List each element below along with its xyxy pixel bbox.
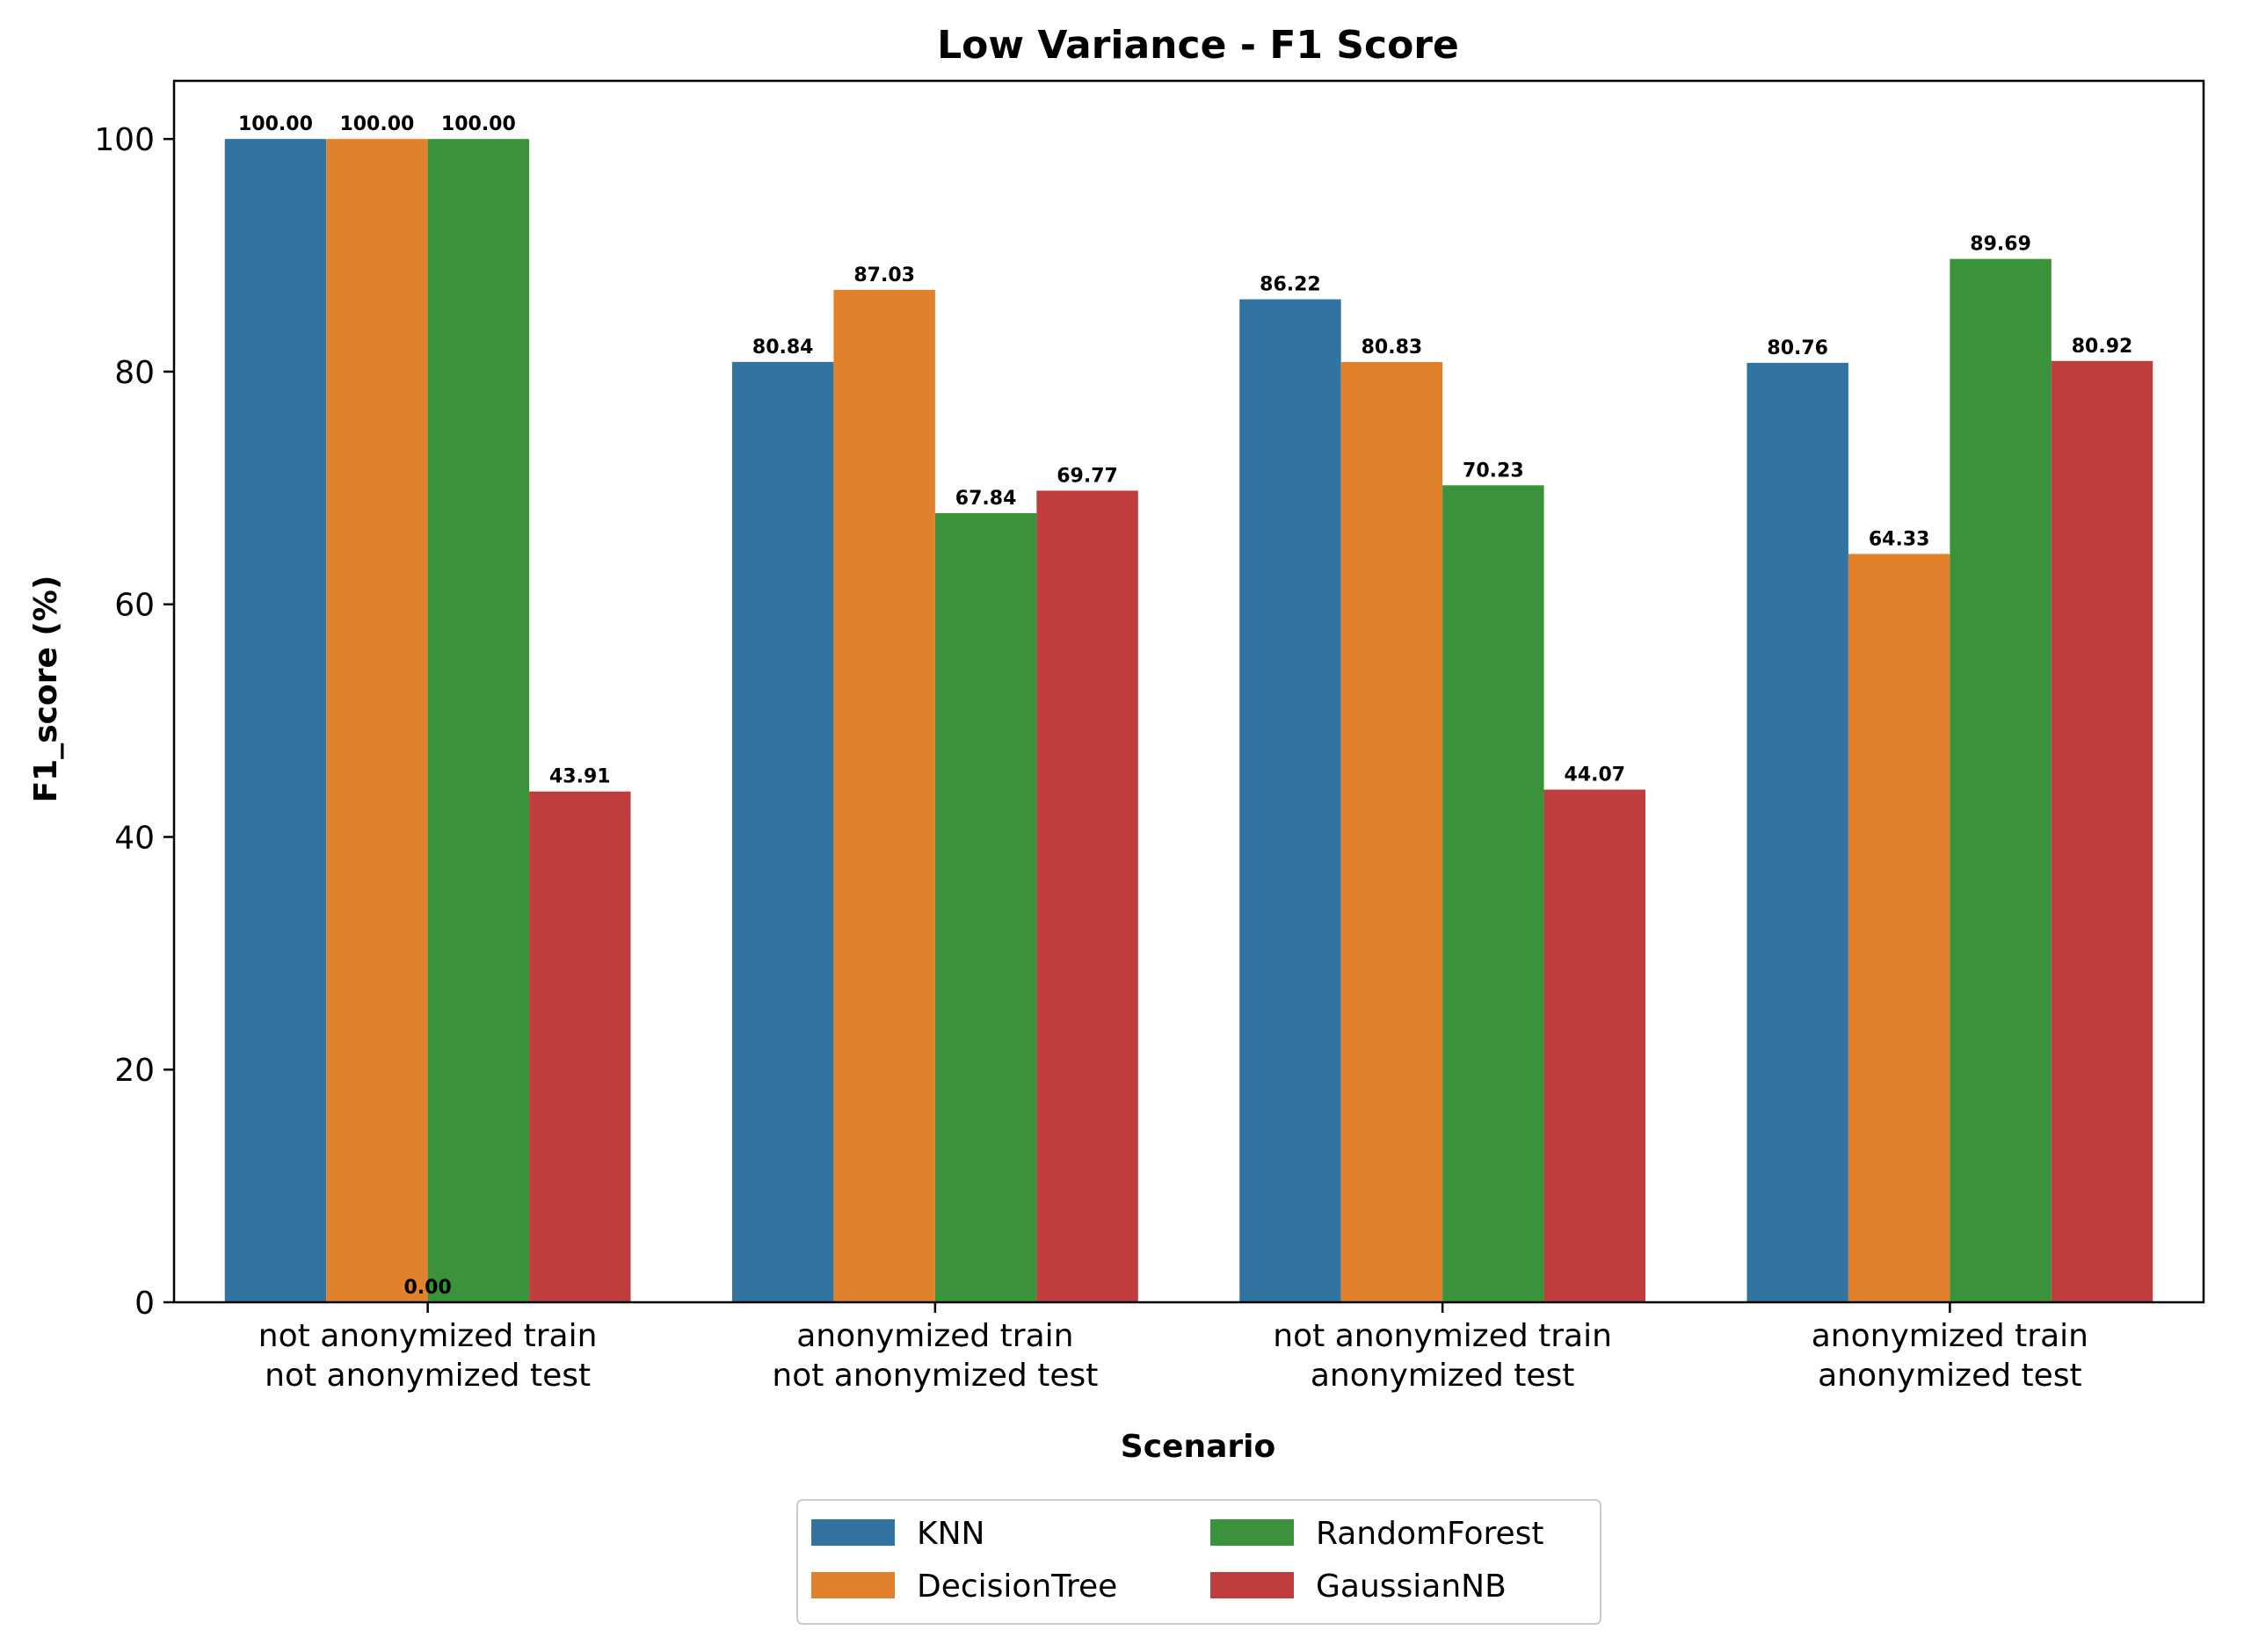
plot-frame [172,79,2205,1304]
data-label-knn-0: 100.00 [238,113,313,135]
legend-label-randomforest: RandomForest [1316,1516,1544,1552]
y-tick-label: 100 [94,122,155,158]
bar-randomforest-2 [1442,485,1544,1302]
bar-randomforest-3 [1950,258,2052,1303]
x-tick-label-2: not anonymized train anonymized test [1273,1318,1612,1394]
legend-label-gaussiannb: GaussianNB [1316,1569,1507,1605]
legend-swatch-gaussiannb [1210,1572,1294,1598]
x-tick-label-1: anonymized train not anonymized test [772,1318,1098,1394]
y-tick-label: 0 [134,1286,155,1322]
bar-decisiontree-3 [1848,554,1950,1302]
y-tick-label: 60 [114,588,155,624]
data-label-gaussiannb-0: 43.91 [549,766,611,788]
bar-decisiontree-0 [326,139,428,1303]
bar-gaussiannb-0 [529,791,631,1302]
bar-knn-3 [1747,362,1848,1302]
data-label-randomforest-2: 70.23 [1463,460,1524,482]
legend-swatch-decisiontree [811,1572,895,1598]
bar-gaussiannb-2 [1543,789,1646,1302]
data-label-randomforest-1: 67.84 [955,488,1017,510]
legend-frame [796,1499,1601,1625]
data-label-decisiontree-1: 87.03 [853,264,915,286]
data-label-decisiontree-2: 80.83 [1362,337,1423,359]
data-label-gaussiannb-1: 69.77 [1057,465,1118,487]
legend-swatch-knn [811,1519,895,1546]
data-label-randomforest-0: 100.00 [441,113,516,135]
legend-label-decisiontree: DecisionTree [917,1569,1117,1605]
bars [224,139,2153,1303]
data-label-randomforest-3: 89.69 [1970,234,2031,256]
bar-randomforest-0 [427,139,530,1303]
annotation-label-0: 0.00 [403,1277,451,1299]
legend-label-knn: KNN [917,1516,984,1552]
data-labels: 100.00 80.84 86.22 80.76 100.00 87.03 80.83 64.… [238,113,2132,1299]
bar-knn-2 [1239,299,1341,1302]
bar-decisiontree-2 [1340,361,1443,1303]
bar-knn-1 [731,361,834,1303]
x-axis-label: Scenario [1121,1429,1275,1465]
data-label-decisiontree-3: 64.33 [1869,528,1930,550]
bar-gaussiannb-3 [2051,360,2153,1302]
bar-decisiontree-1 [833,289,935,1302]
data-label-knn-2: 86.22 [1260,274,1321,296]
data-label-knn-3: 80.76 [1767,337,1828,359]
legend-swatch-randomforest [1210,1519,1294,1546]
data-label-decisiontree-0: 100.00 [339,113,414,135]
bar-knn-0 [224,139,327,1303]
bar-gaussiannb-1 [1036,490,1138,1302]
chart-title: Low Variance - F1 Score [937,23,1459,68]
y-tick-label: 40 [114,820,155,856]
legend: KNN DecisionTree RandomForest GaussianNB [796,1499,1601,1625]
data-label-knn-1: 80.84 [752,337,814,359]
x-tick-label-3: anonymized train anonymized test [1812,1318,2088,1394]
y-tick-label: 80 [114,355,155,391]
y-axis-label: F1_score (%) [28,576,64,803]
data-label-gaussiannb-3: 80.92 [2072,336,2133,358]
bar-randomforest-1 [934,512,1037,1302]
x-tick-label-0: not anonymized train not anonymized test [258,1318,598,1394]
x-axis-ticks: not anonymized train not anonymized test a… [258,1302,2088,1394]
data-label-gaussiannb-2: 44.07 [1565,764,1626,786]
y-axis-ticks: 0 20 40 60 80 100 [94,122,174,1322]
y-tick-label: 20 [114,1053,155,1089]
